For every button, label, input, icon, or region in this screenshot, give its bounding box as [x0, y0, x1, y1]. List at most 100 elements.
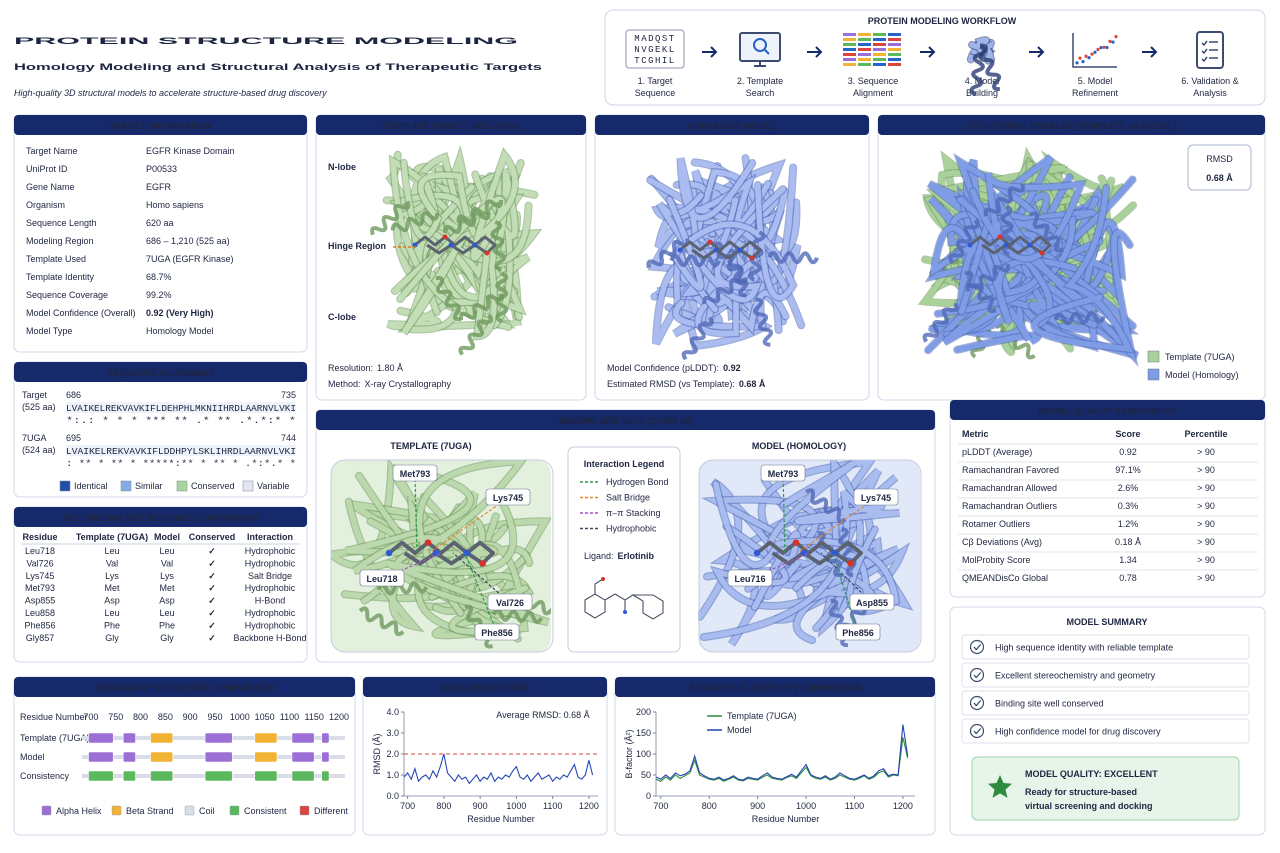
table-cell: Hydrophobic [245, 558, 296, 568]
interaction [832, 552, 859, 634]
x-axis-label: Residue Number [752, 814, 820, 824]
table-cell: 1.34 [1119, 555, 1137, 565]
atom [472, 242, 478, 248]
icon [1087, 56, 1091, 60]
legend-label: Beta Strand [126, 806, 174, 816]
ribbon [345, 472, 498, 572]
workflow-step-label: 1. Target [638, 76, 673, 86]
ribbon [751, 460, 857, 610]
residue-label: Val726 [496, 598, 524, 608]
helix [458, 313, 494, 356]
table-cell: Val [161, 558, 173, 568]
helix [669, 254, 722, 268]
icon [1201, 56, 1218, 63]
table-cell: Phe [104, 620, 120, 630]
icon [873, 53, 886, 56]
panel-header [595, 115, 869, 135]
table-cell: Gly [160, 633, 174, 643]
table-cell: ✓ [208, 596, 216, 606]
panel-title: KEY BINDING SITE RESIDUES COMPARISON [64, 513, 258, 523]
check-icon [973, 672, 982, 679]
legend-label: π–π Stacking [606, 508, 660, 518]
legend-label: Hydrogen Bond [606, 477, 669, 487]
table-cell: > 90 [1197, 501, 1215, 511]
footer-label: Estimated RMSD (vs Template): [607, 379, 735, 389]
helix [983, 183, 1025, 217]
legend-label: Model [727, 725, 752, 735]
interaction [782, 473, 786, 554]
helix [922, 302, 959, 343]
table-cell: ✓ [208, 633, 216, 643]
binding-panel [331, 460, 551, 652]
y-axis-label: B-factor (Å²) [624, 729, 634, 778]
icon [754, 61, 766, 67]
table-header: Percentile [1184, 429, 1227, 439]
legend-swatch [1147, 368, 1160, 381]
check-icon [969, 639, 985, 655]
helix [681, 316, 714, 361]
table-cell: Gly [105, 633, 119, 643]
summary-item [961, 718, 1250, 744]
table-cell: Met793 [25, 583, 55, 593]
ss-segment [254, 751, 278, 763]
icon [888, 43, 901, 46]
legend-label: Model (Homology) [1165, 370, 1239, 380]
ribbon [712, 523, 908, 609]
table-header: Score [1115, 429, 1140, 439]
panel-header [316, 410, 935, 430]
panel-header [14, 507, 307, 527]
table-header: Conserved [189, 532, 236, 542]
check-icon [969, 667, 985, 683]
summary-text: Excellent stereochemistry and geometry [995, 671, 1156, 681]
structure-label: C-lobe [328, 312, 356, 322]
ss-segment [254, 732, 278, 744]
atom [432, 549, 440, 557]
x-tick-label: 700 [400, 801, 415, 811]
icon [858, 48, 871, 51]
residue-label: Met793 [400, 469, 431, 479]
panel-header [14, 677, 355, 697]
table-cell: Phe [159, 620, 175, 630]
helix [964, 270, 997, 314]
info-value: 620 aa [146, 218, 174, 228]
icon [873, 58, 886, 61]
rmsd-label: RMSD [1206, 154, 1233, 164]
page-subtitle: Homology Modeling and Structural Analysi… [14, 62, 542, 72]
ribbon [352, 460, 527, 616]
icon [888, 53, 901, 56]
legend-label: Identical [74, 481, 108, 491]
table-cell: Asp [159, 596, 175, 606]
workflow-step-label: Analysis [1193, 88, 1227, 98]
table-cell: Hydrophobic [245, 620, 296, 630]
table-header: Interaction [247, 532, 293, 542]
atom [479, 560, 486, 567]
page-tagline: High-quality 3D structural models to acc… [14, 88, 327, 98]
y-axis-label: RMSD (Å) [372, 734, 382, 775]
info-label: Sequence Coverage [26, 290, 108, 300]
binding-panel-title: MODEL (HOMOLOGY) [752, 441, 846, 451]
legend-swatch [120, 480, 132, 492]
ss-segment [88, 770, 114, 782]
icon [843, 33, 856, 36]
residue-label: Lys745 [861, 493, 891, 503]
table-header: Model [154, 532, 180, 542]
helix [443, 211, 491, 235]
panel-title: HOMOLOGY MODEL [688, 121, 777, 131]
icon [843, 48, 856, 51]
table-cell: 1.2% [1118, 519, 1139, 529]
x-tick-label: 1150 [305, 712, 324, 722]
icon [1201, 40, 1218, 47]
table-cell: 0.18 Å [1115, 537, 1141, 547]
info-value: 7UGA (EGFR Kinase) [146, 254, 234, 264]
panel [614, 676, 936, 836]
binding-panel-frame [330, 459, 554, 653]
x-tick-label: 850 [158, 712, 173, 722]
ss-segment [150, 770, 174, 782]
ligand [387, 540, 495, 566]
table-cell: Val726 [26, 558, 53, 568]
table-cell: Leu [104, 546, 119, 556]
helix [817, 530, 842, 578]
helix [646, 238, 690, 269]
panel-header [950, 400, 1265, 420]
icon [843, 43, 856, 46]
